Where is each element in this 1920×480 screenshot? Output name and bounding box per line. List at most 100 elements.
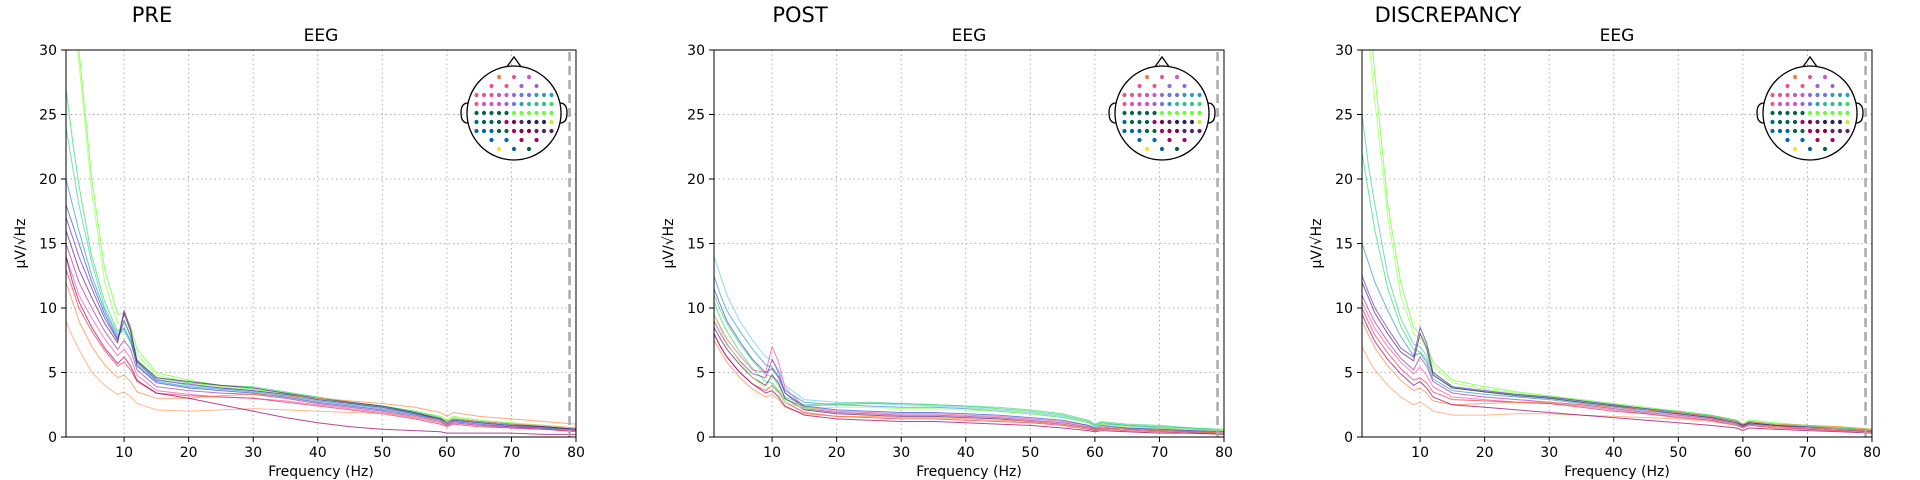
psd-trace <box>1362 114 1872 432</box>
y-tick-label: 5 <box>1344 366 1353 382</box>
sensor-head-inset <box>460 55 568 161</box>
x-tick-label: 50 <box>1669 445 1687 461</box>
sensor-dot <box>1770 101 1775 107</box>
y-tick-label: 0 <box>48 430 57 446</box>
sensor-dot <box>541 119 547 125</box>
sensor-dot <box>1815 83 1820 89</box>
y-axis-label: µV/√Hz <box>661 219 677 269</box>
sensor-dot <box>1837 110 1843 116</box>
sensor-dot <box>496 146 502 152</box>
psd-panel: PRE EEG 10 20 30 40 50 60 70 80 0 5 10 15 20 25 30 Freque… <box>13 3 585 480</box>
sensor-dot <box>496 92 502 98</box>
sensor-dot <box>1152 101 1157 107</box>
sensor-dot <box>1129 119 1135 125</box>
x-axis-label: Frequency (Hz) <box>916 464 1022 480</box>
y-tick-label: 5 <box>48 366 57 382</box>
sensor-dot <box>1144 146 1150 152</box>
trace-group <box>1362 50 1872 434</box>
sensor-dot <box>1777 128 1783 134</box>
sensor-dot <box>1815 101 1820 107</box>
sensor-dot <box>1815 128 1820 134</box>
y-tick-label: 5 <box>696 366 705 382</box>
sensor-dot <box>1785 101 1790 107</box>
sensor-dot <box>526 92 532 98</box>
sensor-dot <box>1159 146 1165 152</box>
psd-trace <box>66 269 576 433</box>
sensor-dot <box>1822 146 1828 152</box>
psd-trace <box>714 301 1224 432</box>
y-tick-label: 25 <box>39 108 57 124</box>
sensor-dot <box>1144 119 1150 125</box>
sensor-dot <box>526 101 532 107</box>
sensor-dot <box>1159 92 1165 98</box>
sensor-dot <box>1174 92 1180 98</box>
sensor-dot <box>1785 83 1790 89</box>
sensor-dot <box>504 110 509 116</box>
x-tick-label: 40 <box>309 445 327 461</box>
panel-title: DISCREPANCY <box>1375 3 1522 27</box>
sensor-dot <box>489 110 494 116</box>
sensor-dot <box>1807 110 1813 116</box>
sensor-dot <box>1785 92 1790 98</box>
sensor-dot <box>1152 137 1157 143</box>
sensor-dot <box>481 119 487 125</box>
sensor-dot <box>1137 137 1142 143</box>
head-nose-icon <box>505 55 523 69</box>
sensor-dot <box>496 128 502 134</box>
x-tick-label: 50 <box>373 445 391 461</box>
sensor-dot <box>1807 128 1813 134</box>
sensor-dot <box>511 110 517 116</box>
sensor-dot <box>1144 128 1150 134</box>
sensor-dot <box>1137 92 1142 98</box>
sensor-dot <box>526 146 532 152</box>
sensor-dot <box>526 74 532 80</box>
x-tick-label: 30 <box>892 445 910 461</box>
sensor-dot <box>1174 128 1180 134</box>
psd-trace <box>1362 282 1872 432</box>
sensor-dot <box>496 101 502 107</box>
sensor-dot <box>1182 110 1187 116</box>
sensor-dot <box>481 101 487 107</box>
psd-panel: POST EEG 10 20 30 40 50 60 70 80 0 5 10 15 20 25 30 Frequ… <box>661 3 1233 480</box>
sensor-dot <box>1770 92 1775 98</box>
y-tick-label: 0 <box>1344 430 1353 446</box>
sensor-dot <box>1815 110 1820 116</box>
sensor-dot <box>1129 101 1135 107</box>
y-tick-label: 0 <box>696 430 705 446</box>
x-tick-label: 70 <box>1799 445 1817 461</box>
psd-trace <box>66 204 576 432</box>
sensor-dot <box>489 128 494 134</box>
sensor-dot <box>489 119 494 125</box>
sensor-dot <box>1189 119 1195 125</box>
sensor-dot <box>1129 128 1135 134</box>
sensor-dot <box>1182 128 1187 134</box>
sensor-dot <box>1777 110 1783 116</box>
sensor-dot <box>504 83 509 89</box>
sensor-dot <box>474 119 479 125</box>
y-tick-label: 10 <box>687 301 705 317</box>
sensor-dot <box>1815 92 1820 98</box>
sensor-dot <box>1822 101 1828 107</box>
sensor-dot <box>504 137 509 143</box>
sensor-dot <box>534 110 539 116</box>
sensor-dot <box>1129 110 1135 116</box>
sensor-dot <box>1830 110 1835 116</box>
sensor-dot <box>1837 92 1843 98</box>
sensor-dot <box>1159 110 1165 116</box>
sensor-dot <box>541 110 547 116</box>
sensor-dot <box>1807 119 1813 125</box>
sensor-dot <box>1167 128 1172 134</box>
sensor-dot <box>1159 74 1165 80</box>
sensor-dot <box>1122 110 1127 116</box>
sensor-dot <box>1815 137 1820 143</box>
sensor-dot <box>1182 92 1187 98</box>
sensor-dot <box>1822 119 1828 125</box>
head-ear-icon <box>460 102 469 124</box>
sensor-dot <box>1807 74 1813 80</box>
head-nose-icon <box>1801 55 1819 69</box>
sensor-dot <box>541 101 547 107</box>
sensor-dot <box>519 110 524 116</box>
sensor-dot <box>511 128 517 134</box>
sensor-dot <box>1174 146 1180 152</box>
psd-trace <box>66 217 576 430</box>
